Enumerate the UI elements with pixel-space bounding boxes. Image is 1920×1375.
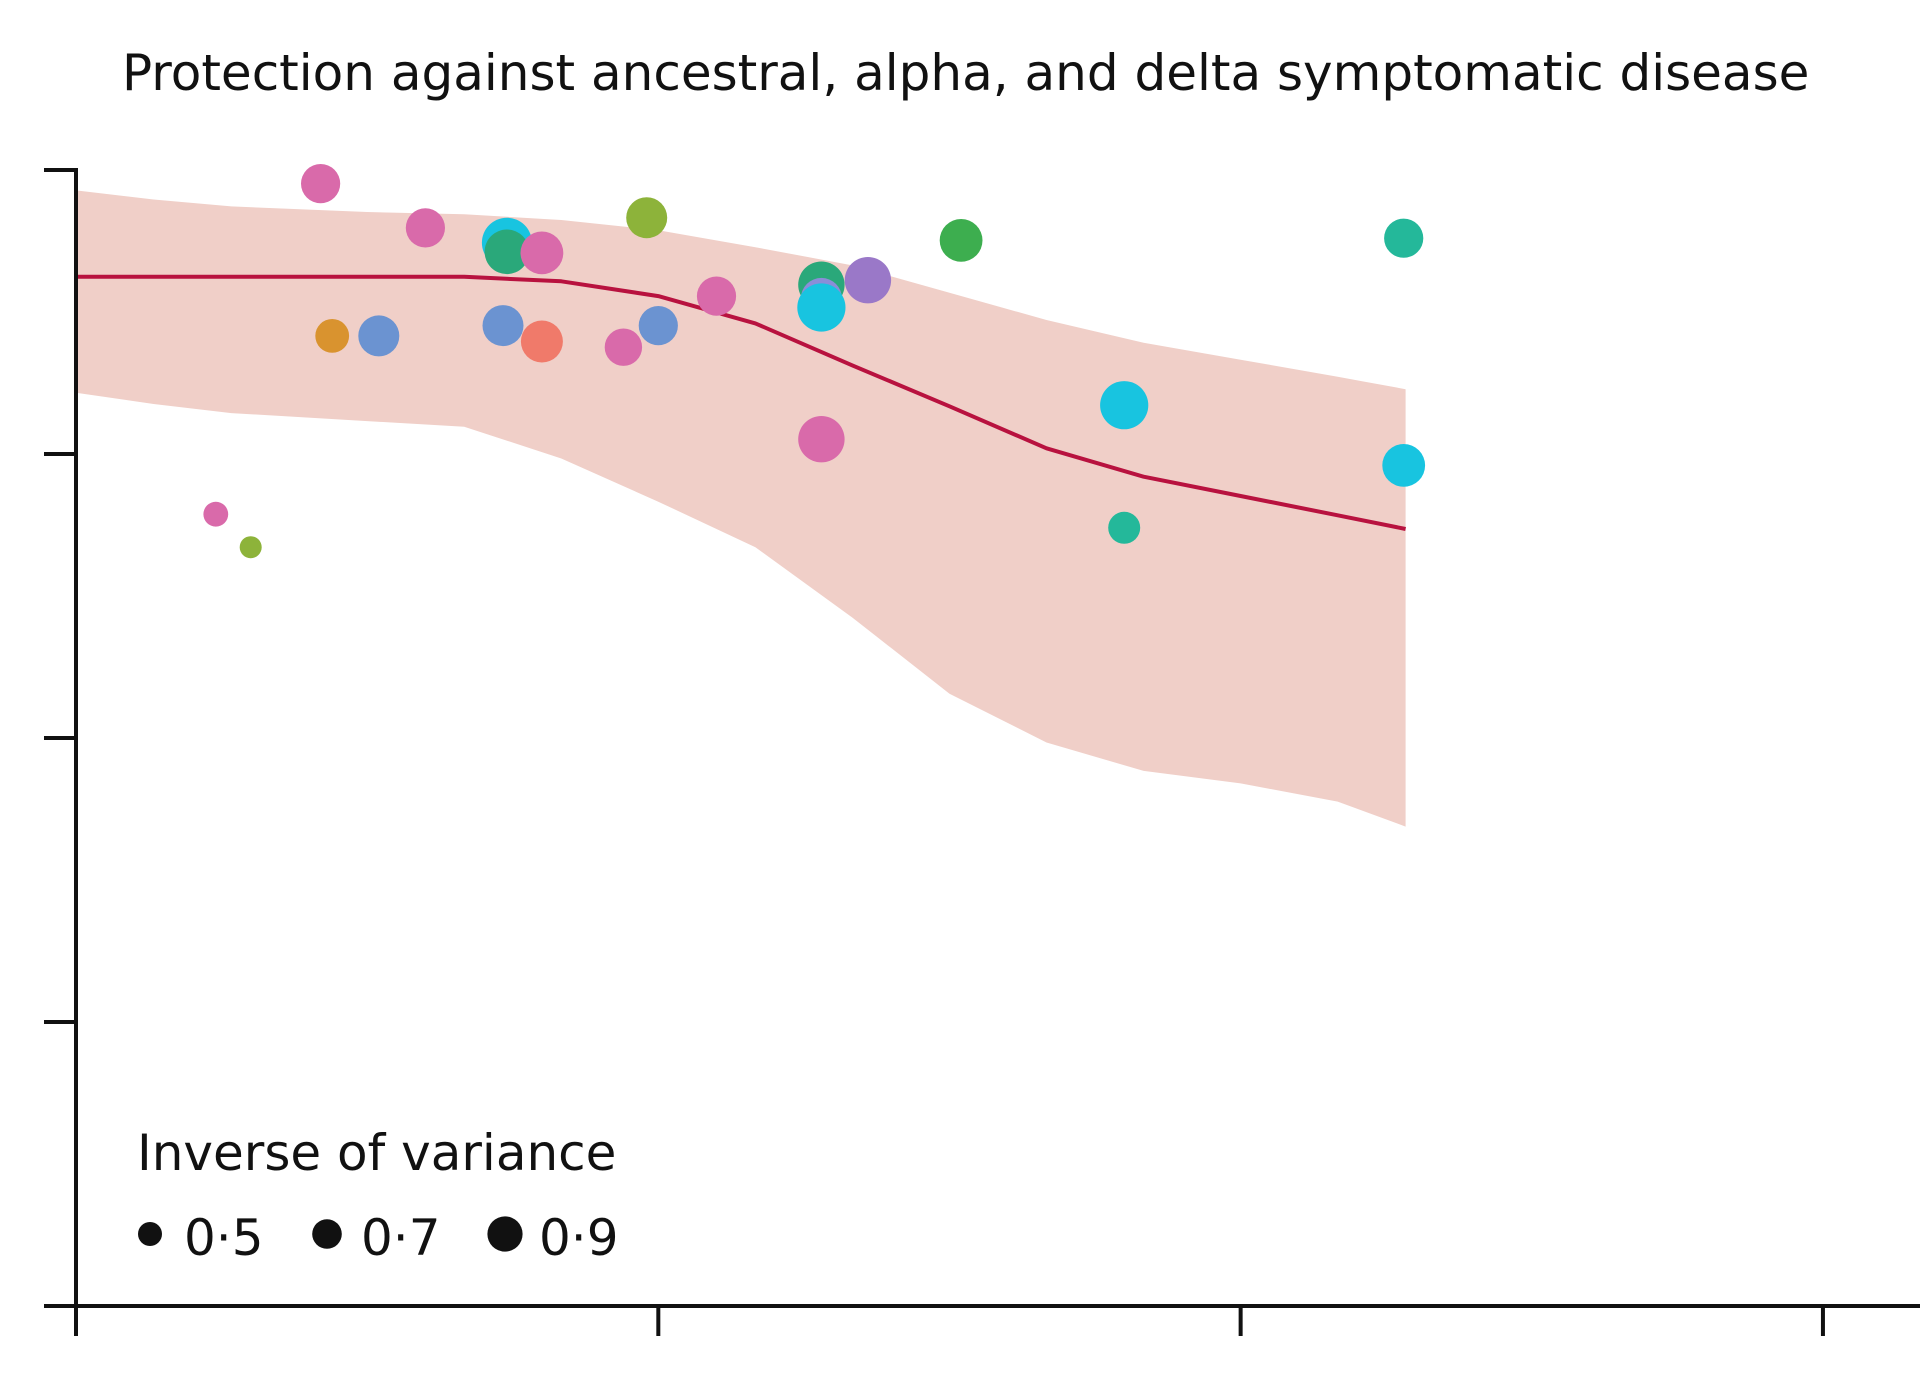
legend-title: Inverse of variance xyxy=(137,1124,616,1182)
data-point xyxy=(638,306,678,346)
chart-title: Protection against ancestral, alpha, and… xyxy=(122,44,1809,102)
confidence-band xyxy=(76,190,1406,827)
legend-entry: 0·7 xyxy=(312,1209,441,1267)
data-point xyxy=(315,319,350,353)
plot-area xyxy=(76,164,1426,827)
legend: Inverse of variance 0·5 0·7 0·9 xyxy=(137,1124,619,1267)
data-point xyxy=(1100,381,1149,430)
legend-label: 0·9 xyxy=(539,1209,619,1267)
data-point xyxy=(939,219,983,262)
legend-entry: 0·9 xyxy=(487,1209,619,1267)
legend-entry: 0·5 xyxy=(138,1209,264,1267)
data-point xyxy=(626,197,668,239)
data-point xyxy=(405,208,445,248)
data-point xyxy=(1382,444,1426,487)
data-point xyxy=(1384,218,1424,258)
data-point xyxy=(604,328,643,366)
axes xyxy=(44,168,1920,1336)
data-point xyxy=(484,229,530,275)
data-point xyxy=(482,305,524,347)
data-point xyxy=(1108,511,1141,544)
legend-marker xyxy=(312,1219,342,1249)
legend-marker xyxy=(487,1216,523,1252)
data-point xyxy=(520,320,563,363)
data-point xyxy=(844,257,892,304)
data-point xyxy=(203,501,229,527)
data-point xyxy=(358,315,400,357)
data-point xyxy=(520,231,564,275)
data-point xyxy=(798,416,845,463)
legend-label: 0·5 xyxy=(184,1209,264,1267)
legend-marker xyxy=(138,1222,162,1246)
trend-line xyxy=(76,274,1406,531)
data-point xyxy=(696,276,737,316)
data-point xyxy=(797,283,846,332)
data-point xyxy=(301,164,341,204)
legend-label: 0·7 xyxy=(361,1209,441,1267)
data-point xyxy=(239,536,262,559)
